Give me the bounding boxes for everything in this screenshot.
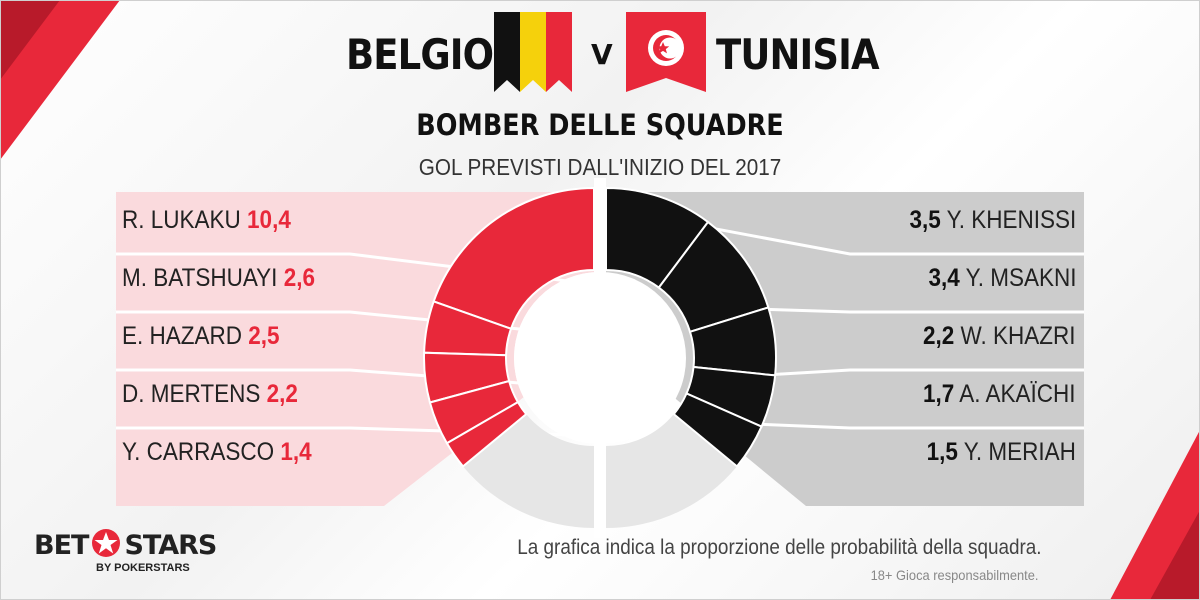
right-player-label: 1,5 Y. MERIAH [927, 432, 1076, 472]
corner-accent-bottom-right-dark [1150, 510, 1200, 600]
logo-word-bet: BET [34, 530, 89, 561]
player-goal-value: 1,7 [923, 380, 955, 408]
responsible-gambling-disclaimer: 18+ Gioca responsabilmente. [870, 567, 1038, 583]
player-name: A. AKAÏCHI [959, 380, 1076, 408]
player-name: Y. KHENISSI [946, 206, 1076, 234]
left-player-label: E. HAZARD 2,5 [122, 316, 280, 356]
chart-title: BOMBER DELLE SQUADRE [416, 108, 784, 142]
player-goal-value: 3,4 [927, 264, 960, 292]
left-player-label: Y. CARRASCO 1,4 [122, 432, 312, 472]
right-row-divider [755, 422, 1084, 430]
center-gap [594, 178, 606, 538]
player-goal-value: 1,4 [280, 438, 312, 466]
corner-accent-top-left-dark [0, 0, 60, 80]
left-player-label: R. LUKAKU 10,4 [122, 200, 291, 240]
betstars-logo: BET STARS BY POKERSTARS [34, 528, 217, 574]
right-row-divider [704, 225, 1084, 256]
team-left-name: BELGIO [346, 30, 494, 79]
logo-subtitle: BY POKERSTARS [96, 562, 190, 574]
player-goal-value: 2,2 [923, 322, 955, 350]
logo-word: BET STARS [34, 529, 217, 561]
player-name: E. HAZARD [122, 322, 243, 350]
versus-label: V [591, 38, 613, 71]
right-player-label: 1,7 A. AKAÏCHI [923, 374, 1076, 414]
left-remainder-slice [463, 414, 594, 528]
right-player-label: 3,4 Y. MSAKNI [928, 258, 1076, 298]
right-slice-4 [672, 392, 763, 468]
player-name: R. LUKAKU [122, 206, 241, 234]
player-goal-value: 3,5 [909, 206, 941, 234]
right-player-label: 2,2 W. KHAZRI [923, 316, 1076, 356]
player-name: W. KHAZRI [960, 322, 1076, 350]
player-name: Y. MSAKNI [965, 264, 1076, 292]
team-right-name: TUNISIA [716, 30, 880, 79]
left-slice-0 [432, 186, 595, 330]
left-player-label: D. MERTENS 2,2 [122, 374, 298, 414]
logo-word-stars: STARS [124, 530, 217, 561]
player-goal-value: 2,5 [248, 322, 280, 350]
player-name: Y. CARRASCO [122, 438, 275, 466]
right-player-label: 3,5 Y. KHENISSI [909, 200, 1076, 240]
left-slice-4 [445, 400, 528, 468]
left-player-label: M. BATSHUAYI 2,6 [122, 258, 315, 298]
belgium-flag-icon [494, 12, 572, 92]
player-name: M. BATSHUAYI [122, 264, 278, 292]
right-row-divider [769, 368, 1084, 377]
player-goal-value: 2,2 [266, 380, 298, 408]
player-goal-value: 2,6 [283, 264, 315, 292]
player-name: Y. MERIAH [963, 438, 1076, 466]
player-goal-value: 10,4 [247, 206, 291, 234]
right-remainder-slice [606, 414, 737, 528]
tunisia-flag-icon [626, 12, 706, 92]
player-name: D. MERTENS [122, 380, 261, 408]
player-goal-value: 1,5 [926, 438, 959, 466]
star-icon [92, 529, 121, 557]
chart-subtitle: GOL PREVISTI DALL'INIZIO DEL 2017 [418, 154, 782, 180]
right-row-divider [762, 307, 1084, 314]
chart-footnote: La grafica indica la proporzione delle p… [517, 536, 1042, 559]
